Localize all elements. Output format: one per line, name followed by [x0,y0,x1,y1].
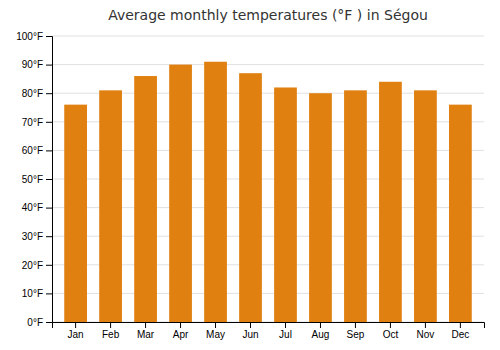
y-tick-label: 0°F [27,317,43,328]
y-tick: 80°F [22,88,52,99]
bar [414,90,437,322]
y-tick-mark [46,236,52,237]
x-tick: Sep [347,322,365,340]
bar [344,90,367,322]
y-tick: 0°F [27,317,52,328]
bar [239,73,262,322]
x-tick-label: Jan [68,329,84,340]
x-tick: Dec [451,322,469,340]
x-tick-mark [145,322,146,328]
y-tick-label: 20°F [22,260,43,271]
bar [134,76,157,322]
y-tick-label: 70°F [22,117,43,128]
x-tick: Aug [312,322,330,340]
x-axis: Jan Feb Mar Apr May Jun Jul Aug Sep Oct Nov Dec [53,322,485,340]
x-tick-label: Dec [451,329,469,340]
y-tick-label: 60°F [22,145,43,156]
y-tick-label: 40°F [22,202,43,213]
x-tick-mark [320,322,321,328]
x-tick-mark [285,322,286,328]
x-tick-label: Jun [242,329,258,340]
y-axis: 0°F 10°F 20°F 30°F 40°F 50°F 60°F 70°F 80°F 90°F 1… [16,31,52,328]
bar [169,65,192,322]
x-tick-label: May [206,329,225,340]
y-tick: 30°F [22,231,52,242]
grid-line [52,36,484,37]
grid-line [52,64,484,65]
x-tick: May [206,322,225,340]
y-tick: 70°F [22,117,52,128]
y-tick-mark [46,322,52,323]
x-tick-label: Oct [383,329,399,340]
y-tick: 20°F [22,260,52,271]
bar [379,82,402,322]
x-tick-mark [390,322,391,328]
y-tick-mark [46,36,52,37]
y-axis-line [46,37,53,323]
x-tick: Jul [279,322,292,340]
x-tick-label: Mar [137,329,155,340]
x-tick-label: Aug [312,329,330,340]
x-tick: Apr [173,322,189,340]
bars [64,62,472,322]
x-tick-label: Nov [417,329,435,340]
x-tick-mark [75,322,76,328]
y-tick-label: 100°F [16,31,43,42]
plot: Jan Feb Mar Apr May Jun Jul Aug Sep Oct Nov Dec 0°F 1… [16,31,484,340]
title: Average monthly temperatures (°F ) in Sé… [108,7,428,23]
y-tick: 60°F [22,145,52,156]
y-tick-label: 30°F [22,231,43,242]
x-tick-mark [110,322,111,328]
y-tick-mark [46,293,52,294]
bar [274,87,297,322]
x-tick-label: Feb [102,329,120,340]
y-tick-mark [46,208,52,209]
bar [64,105,87,322]
y-tick-label: 80°F [22,88,43,99]
x-tick-mark [355,322,356,328]
y-tick-label: 50°F [22,174,43,185]
x-tick: Jun [242,322,258,340]
x-tick: Jan [68,322,84,340]
y-tick: 10°F [22,288,52,299]
grid [52,36,484,322]
bar [309,93,332,322]
x-tick-mark [215,322,216,328]
x-tick: Nov [417,322,435,340]
bar [99,90,122,322]
x-tick-mark [460,322,461,328]
y-tick: 50°F [22,174,52,185]
x-axis-line [53,323,485,329]
y-tick: 100°F [16,31,52,42]
y-tick-mark [46,179,52,180]
y-tick-label: 10°F [22,288,43,299]
y-tick: 90°F [22,59,52,70]
x-tick-label: Apr [173,329,189,340]
y-tick-mark [46,122,52,123]
x-tick: Mar [137,322,155,340]
y-tick-mark [46,93,52,94]
chart: Jan Feb Mar Apr May Jun Jul Aug Sep Oct Nov Dec 0°F 1… [0,0,500,350]
y-tick-mark [46,265,52,266]
x-tick: Oct [383,322,399,340]
x-tick-mark [250,322,251,328]
bar [204,62,227,322]
y-tick-label: 90°F [22,59,43,70]
x-tick-mark [180,322,181,328]
x-tick-label: Jul [279,329,292,340]
y-tick: 40°F [22,202,52,213]
x-tick-label: Sep [347,329,365,340]
y-tick-mark [46,150,52,151]
y-tick-mark [46,65,52,66]
x-tick-mark [425,322,426,328]
x-tick: Feb [102,322,120,340]
bar [449,105,472,322]
